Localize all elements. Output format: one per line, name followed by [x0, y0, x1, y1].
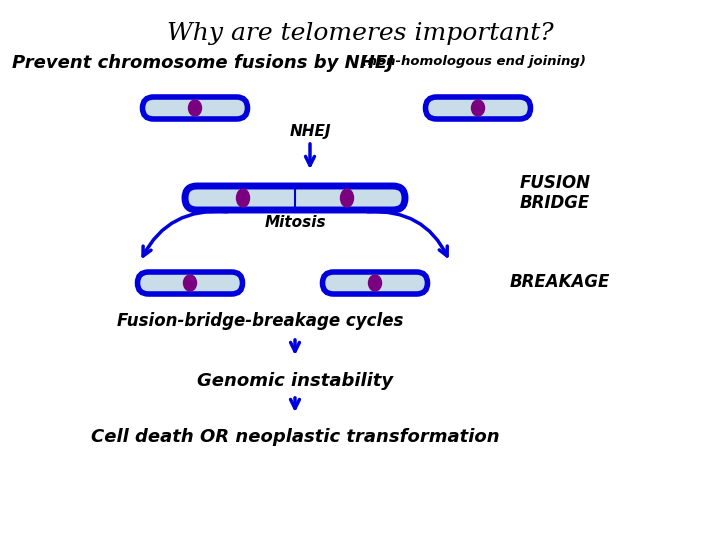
FancyBboxPatch shape [143, 97, 248, 119]
Ellipse shape [341, 189, 354, 207]
Ellipse shape [236, 189, 250, 207]
Text: BREAKAGE: BREAKAGE [510, 273, 611, 291]
Text: Prevent chromosome fusions by NHEJ: Prevent chromosome fusions by NHEJ [12, 54, 394, 72]
Text: Mitosis: Mitosis [264, 215, 326, 230]
Text: (non-homologous end joining): (non-homologous end joining) [357, 55, 586, 68]
Ellipse shape [369, 275, 382, 291]
Ellipse shape [472, 100, 485, 116]
Text: Genomic instability: Genomic instability [197, 372, 393, 390]
FancyBboxPatch shape [426, 97, 531, 119]
FancyBboxPatch shape [185, 186, 405, 210]
Text: NHEJ: NHEJ [289, 124, 330, 139]
Ellipse shape [184, 275, 197, 291]
Text: Cell death OR neoplastic transformation: Cell death OR neoplastic transformation [91, 428, 499, 446]
Text: FUSION
BRIDGE: FUSION BRIDGE [520, 173, 591, 212]
FancyBboxPatch shape [138, 272, 243, 294]
Ellipse shape [189, 100, 202, 116]
Text: Why are telomeres important?: Why are telomeres important? [167, 22, 553, 45]
Text: Fusion-bridge-breakage cycles: Fusion-bridge-breakage cycles [117, 312, 403, 330]
FancyBboxPatch shape [323, 272, 428, 294]
